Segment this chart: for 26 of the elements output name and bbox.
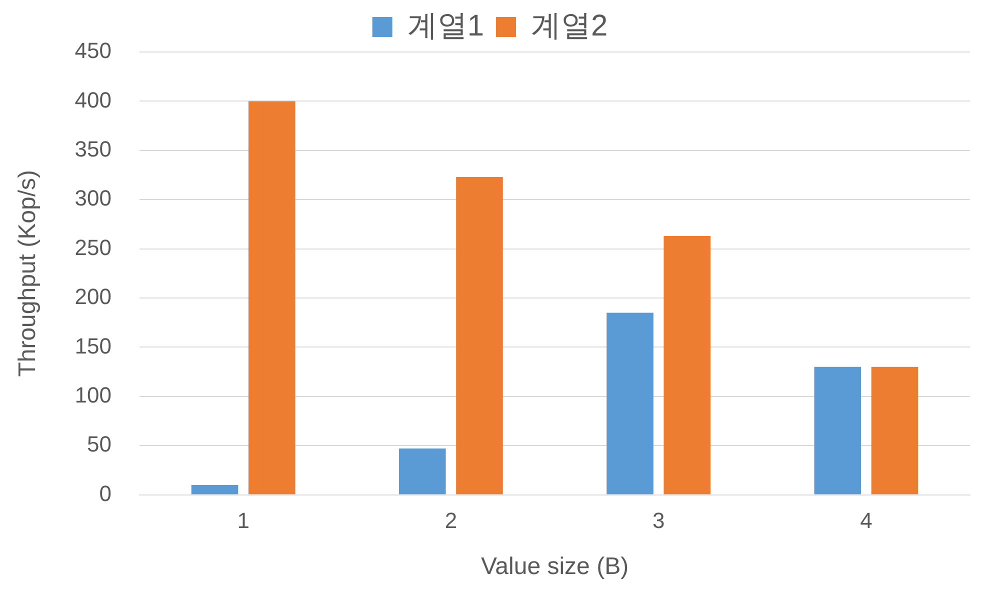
y-axis-title: Throughput (Kop/s) — [14, 170, 42, 377]
x-tick-label: 2 — [444, 508, 458, 534]
x-tick-label: 3 — [652, 508, 665, 534]
bar — [191, 484, 238, 494]
x-axis-title: Value size (B) — [480, 553, 629, 580]
y-tick-label: 50 — [87, 432, 112, 457]
y-tick-label: 250 — [74, 234, 112, 260]
legend-label: 계열2 — [531, 9, 608, 42]
bar — [814, 366, 862, 494]
bar — [871, 366, 918, 494]
y-tick-label: 300 — [74, 186, 112, 211]
bar — [664, 236, 711, 494]
legend-label: 계열1 — [407, 9, 484, 42]
bar — [456, 176, 503, 494]
y-tick-label: 450 — [74, 38, 112, 64]
y-tick-label: 200 — [74, 284, 112, 310]
y-tick-label: 150 — [74, 333, 112, 358]
bar — [248, 101, 296, 494]
y-tick-label: 350 — [74, 136, 112, 162]
y-tick-label: 0 — [99, 480, 112, 506]
y-tick-label: 100 — [74, 382, 112, 408]
x-tick-label: 4 — [860, 508, 872, 534]
y-tick-label: 400 — [74, 87, 112, 112]
x-tick-label: 1 — [237, 508, 250, 534]
bar — [606, 312, 654, 494]
bar — [398, 448, 446, 494]
